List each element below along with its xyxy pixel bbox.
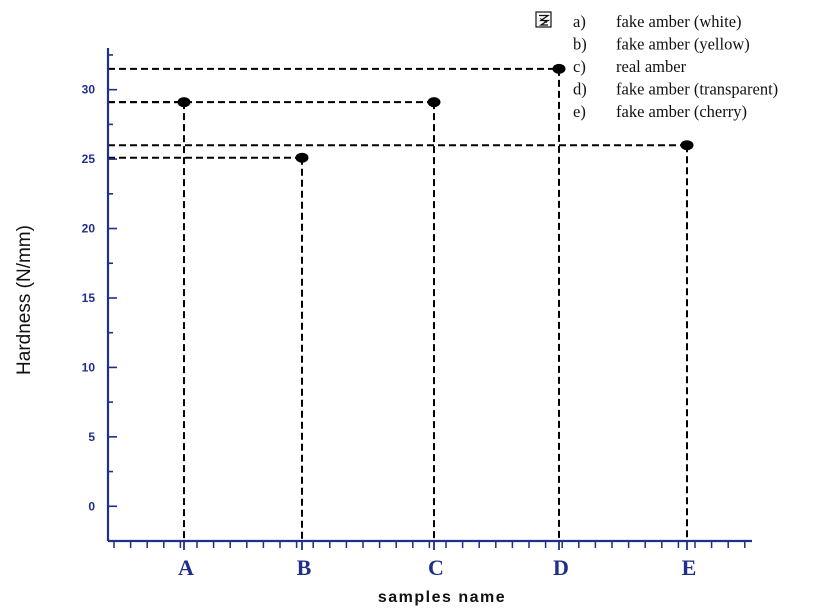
data-point [295,152,309,163]
data-point [680,140,694,151]
legend: a) fake amber (white) b) fake amber (yellow… [535,11,778,121]
guide-lines [108,67,688,541]
x-ticks: A B C D E [113,541,746,580]
y-tick-label: 15 [82,291,96,305]
legend-key: e) [573,102,586,121]
legend-key: d) [573,80,587,99]
x-tick-label: A [178,555,194,580]
x-tick-label: C [428,555,444,580]
legend-label: real amber [616,57,687,76]
y-tick-label: 5 [88,430,95,444]
legend-key: b) [573,35,587,54]
x-tick-label: D [553,555,569,580]
y-ticks: 0 5 10 15 20 25 30 [82,54,117,542]
data-point [427,97,441,108]
legend-symbol-icon [535,11,552,28]
y-axis-title: Hardness (N/mm) [14,225,35,375]
data-point [177,97,191,108]
data-points [177,63,694,163]
legend-label: fake amber (transparent) [616,80,778,99]
y-tick-label: 30 [82,83,96,97]
y-tick-label: 0 [88,499,95,513]
legend-label: fake amber (white) [616,12,742,31]
x-tick-label: E [682,555,697,580]
legend-entries: a) fake amber (white) b) fake amber (yellow… [573,12,778,121]
y-tick-label: 20 [82,222,96,236]
y-tick-label: 10 [82,360,96,374]
axes [106,48,752,543]
x-axis-title: samples name [378,589,506,606]
legend-label: fake amber (cherry) [616,102,747,121]
legend-key: a) [573,12,586,31]
x-tick-label: B [297,555,312,580]
legend-key: c) [573,57,586,76]
data-point [552,63,566,74]
legend-label: fake amber (yellow) [616,35,750,54]
y-tick-label: 25 [82,152,96,166]
